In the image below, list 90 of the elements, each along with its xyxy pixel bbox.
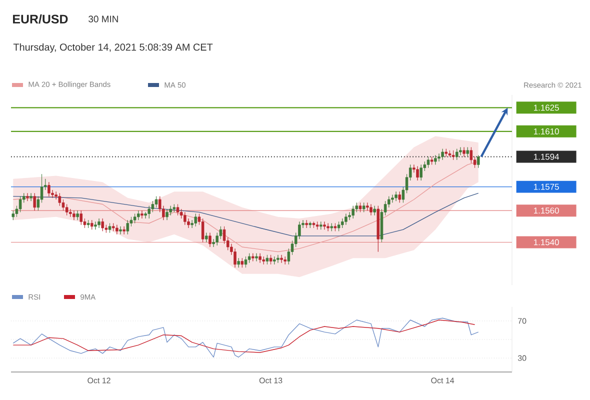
y-tick-label: 1.1610: [534, 128, 559, 134]
candlestick: [234, 248, 236, 268]
candlestick: [258, 253, 262, 264]
candlestick: [376, 206, 380, 252]
candlestick: [154, 196, 158, 208]
candlestick: [420, 164, 422, 181]
candlestick: [344, 214, 348, 226]
candlestick: [237, 258, 240, 268]
candlestick: [205, 232, 208, 242]
candlestick: [169, 206, 172, 216]
candlestick: [448, 150, 452, 157]
candlestick: [362, 202, 366, 212]
candlestick: [352, 206, 354, 219]
candlestick: [438, 153, 440, 162]
candlestick: [137, 210, 140, 220]
candlestick: [94, 221, 97, 230]
candlestick: [370, 204, 372, 216]
candlestick: [252, 253, 254, 262]
candlestick: [116, 224, 118, 235]
candlestick: [176, 204, 180, 216]
chart-subtitle: 30 MIN: [88, 16, 118, 22]
candlestick: [308, 221, 312, 228]
candlestick: [273, 256, 276, 265]
candlestick: [426, 156, 430, 168]
candlestick: [394, 191, 398, 202]
candlestick: [172, 204, 176, 212]
candlestick: [255, 253, 258, 262]
candlestick: [86, 220, 90, 228]
candlestick: [108, 223, 112, 233]
line-series: [12, 161, 479, 252]
candlestick: [101, 218, 104, 232]
candlestick: [90, 220, 94, 230]
candlestick: [266, 254, 269, 265]
candlestick: [434, 154, 437, 165]
candlestick: [72, 210, 76, 220]
text: Thursday, October 14, 2021 5:08:39 AM CET: [13, 43, 213, 53]
candlestick: [12, 210, 15, 220]
candlestick: [398, 191, 402, 203]
candlestick: [244, 256, 248, 268]
candlestick: [330, 223, 334, 232]
candlestick: [466, 147, 470, 157]
candlestick: [416, 166, 419, 181]
candlestick: [248, 253, 251, 264]
candlestick: [208, 232, 212, 248]
candlestick: [76, 210, 79, 220]
candlestick: [240, 258, 244, 268]
candlestick: [444, 148, 448, 157]
candlestick: [122, 226, 126, 235]
y-tick-label: 1.1560: [534, 208, 559, 214]
candlestick: [316, 221, 319, 230]
candlestick: [280, 254, 283, 264]
candlestick: [358, 202, 362, 212]
candlestick: [326, 223, 330, 232]
candlestick: [126, 220, 130, 235]
candlestick: [476, 154, 480, 168]
candlestick: [33, 192, 36, 211]
candlestick: [456, 148, 458, 160]
y-tick-label: 1.1540: [534, 239, 559, 246]
candlestick: [462, 147, 466, 157]
candlestick: [119, 226, 122, 235]
candlestick: [334, 223, 337, 232]
candlestick: [305, 220, 308, 228]
candlestick: [112, 223, 115, 232]
candlestick: [269, 254, 272, 265]
candlestick: [48, 182, 50, 197]
candlestick: [441, 148, 444, 160]
candlestick: [262, 256, 266, 265]
candlestick: [184, 212, 186, 226]
candlestick: [80, 210, 83, 226]
candlestick: [320, 221, 322, 230]
chart-title: EUR/USD: [13, 14, 68, 24]
candlestick: [133, 214, 136, 224]
candlestick: [26, 192, 29, 202]
y-tick-label: 1.1594: [534, 154, 560, 160]
candlestick: [430, 156, 434, 165]
candlestick: [337, 221, 340, 232]
y-tick-label: 1.1575: [534, 184, 559, 190]
candlestick: [30, 192, 32, 202]
candlestick: [452, 150, 455, 160]
candlestick: [276, 254, 280, 264]
candlestick: [166, 208, 168, 220]
candlestick: [194, 214, 198, 227]
candlestick: [284, 256, 286, 265]
candlestick: [58, 192, 62, 206]
candlestick: [312, 221, 316, 228]
candlestick: [323, 221, 326, 230]
candlestick: [140, 210, 144, 219]
candlestick: [98, 218, 100, 228]
y-tick-label: 1.1625: [534, 104, 559, 111]
candlestick: [373, 206, 376, 216]
